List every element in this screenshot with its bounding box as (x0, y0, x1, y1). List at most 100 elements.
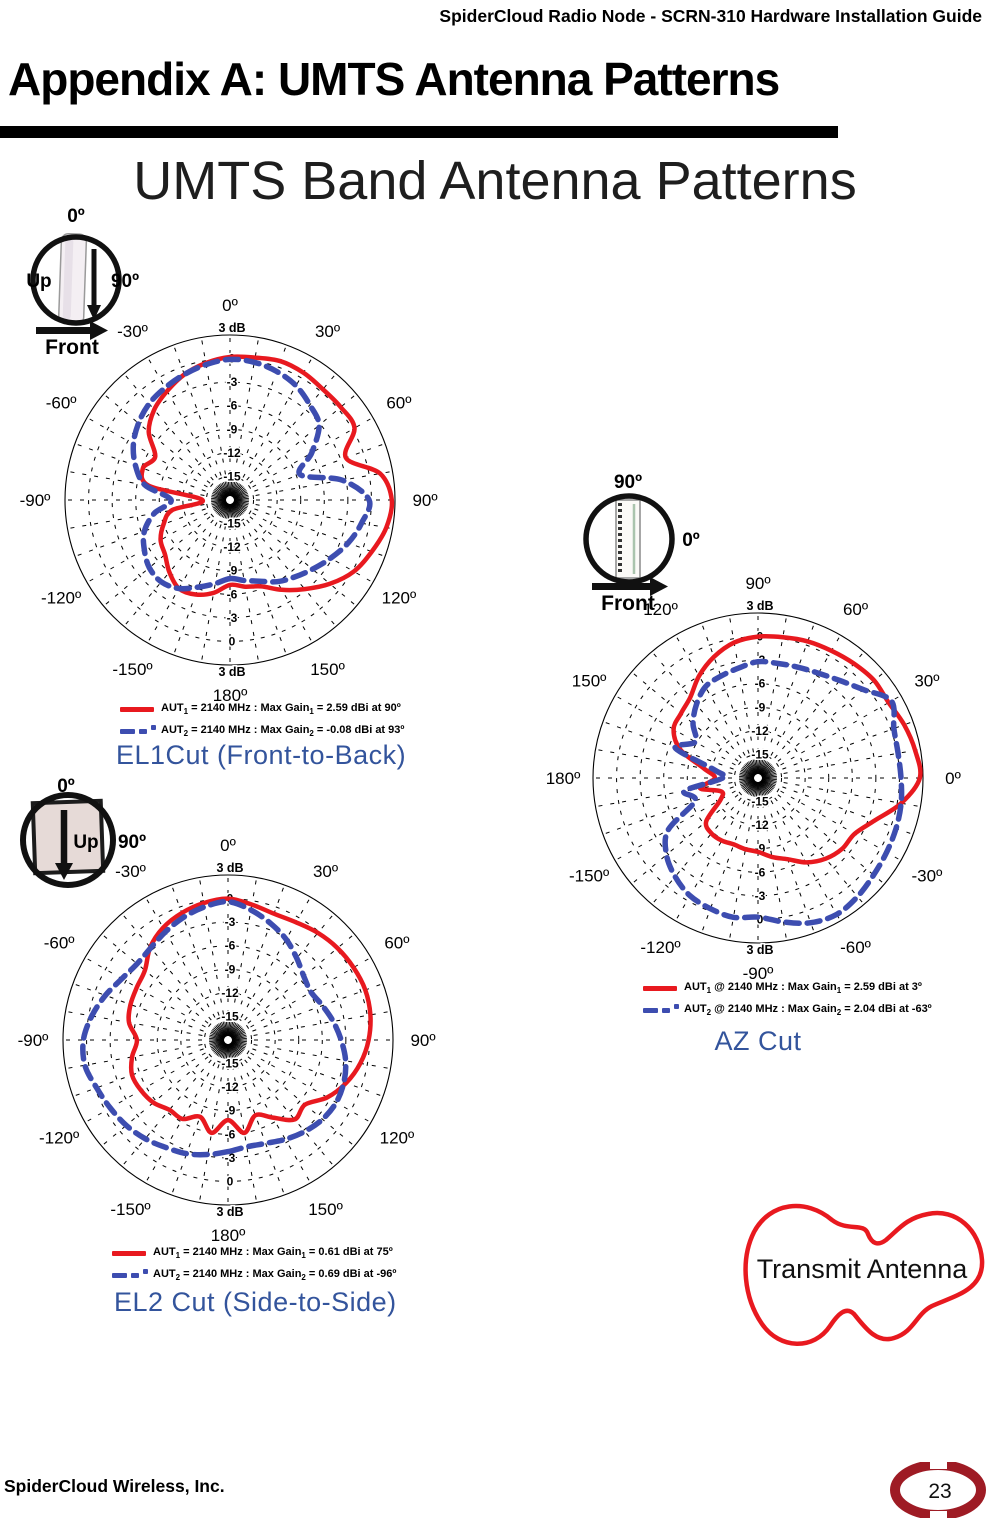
center-starburst-ray (758, 781, 764, 797)
angle-tick-label: -60º (46, 394, 77, 413)
legend-entry-text: AUT1 @ 2140 MHz : Max Gain1 = 2.59 dBi a… (684, 981, 922, 996)
center-starburst-ray (215, 487, 228, 498)
center-starburst-ray (223, 503, 230, 519)
center-starburst-ray (758, 759, 765, 775)
curve-aut2 (130, 356, 373, 592)
center-starburst-ray (231, 1036, 247, 1040)
center-starburst-ray (230, 1027, 243, 1038)
center-starburst-ray (761, 775, 777, 779)
page-number: 23 (928, 1480, 951, 1503)
center-starburst-ray (761, 768, 775, 777)
center-starburst-ray (758, 781, 762, 797)
icon1-right-angle-label: 90º (111, 271, 139, 292)
angle-tick-label: -30º (912, 867, 943, 886)
center-starburst-ray (759, 781, 770, 794)
center-starburst-ray (211, 500, 227, 504)
center-starburst-ray (751, 781, 758, 797)
title-rule (0, 126, 838, 138)
center-starburst-ray (759, 761, 768, 775)
grid-ring (133, 945, 323, 1135)
angle-tick-label: 150º (308, 1200, 343, 1219)
icon3-circle (583, 493, 675, 585)
radial-db-label: -3 (227, 375, 238, 389)
document-header: SpiderCloud Radio Node - SCRN-310 Hardwa… (439, 6, 982, 26)
center-starburst-ray (228, 1021, 235, 1037)
center-starburst-ray (233, 497, 249, 501)
center-starburst-ray (233, 500, 249, 504)
center-starburst-ray (230, 503, 236, 519)
transmit-antenna-blob (743, 1203, 985, 1346)
outer-circle (592, 612, 924, 944)
center-starburst-ray (233, 493, 249, 500)
center-starburst-ray (739, 775, 755, 779)
polar-grid (62, 874, 394, 1206)
center-starburst-ray (210, 1041, 225, 1049)
center-starburst-ray (232, 502, 243, 515)
grid-spoke (72, 983, 204, 1032)
legend-row: AUT1 = 2140 MHz : Max Gain1 = 0.61 dBi a… (112, 1244, 396, 1263)
center-starburst-ray (231, 1040, 247, 1046)
angle-tick-label: 180º (546, 769, 580, 788)
center-starburst-ray (229, 1043, 238, 1057)
center-starburst-ray (740, 779, 755, 787)
caption-az: AZ Cut (714, 1026, 802, 1056)
center-starburst-ray (231, 1031, 246, 1039)
icon2-down-arrow (55, 810, 73, 880)
grid-spoke (74, 508, 206, 557)
icon3-right-angle-label: 0º (682, 530, 700, 551)
center-starburst-ray (761, 779, 774, 790)
center-starburst-ray (761, 777, 777, 781)
center-starburst-ray (218, 1043, 227, 1057)
center-starburst-ray (229, 481, 233, 497)
angle-tick-label: -90º (18, 1031, 49, 1050)
angle-tick-label: -150º (112, 660, 152, 679)
center-starburst-ray (745, 780, 756, 793)
center-starburst-ray (761, 766, 774, 777)
center-starburst-ray (232, 486, 244, 498)
legend-entry-text: AUT2 = 2140 MHz : Max Gain2 = 0.69 dBi a… (153, 1268, 397, 1283)
center-starburst-ray (229, 1043, 240, 1056)
center-starburst-ray (233, 500, 249, 506)
center-starburst-ray (229, 1023, 238, 1037)
center-starburst-ray (739, 778, 755, 784)
grid-ring (205, 475, 255, 525)
center-starburst-ray (761, 774, 777, 778)
center-starburst-ray (232, 487, 245, 498)
center-starburst-ray (760, 765, 773, 776)
radial-db-label: 3 dB (746, 943, 773, 957)
radial-db-label: -12 (751, 818, 769, 832)
center-starburst-ray (760, 780, 772, 792)
legend-row: AUT2 = 2140 MHz : Max Gain2 = -0.08 dBi … (120, 722, 404, 741)
radial-db-label: -12 (223, 446, 241, 460)
center-starburst-ray (749, 760, 757, 775)
icon1-circle (30, 234, 122, 326)
center-starburst-ray (212, 1028, 225, 1039)
center-starburst-ray (739, 778, 755, 785)
radial-db-label: 3 dB (218, 321, 245, 335)
center-starburst-ray (233, 491, 248, 499)
grid-spoke (238, 344, 287, 476)
center-starburst-ray (752, 781, 758, 797)
angle-tick-label: 30º (315, 322, 340, 341)
center-starburst-ray (213, 1042, 226, 1053)
legend-entry-text: AUT2 @ 2140 MHz : Max Gain2 = 2.04 dBi a… (684, 1003, 932, 1018)
center-starburst-ray (214, 501, 227, 512)
center-starburst-ray (759, 762, 770, 775)
grid-ring (733, 753, 783, 803)
angle-tick-label: 30º (313, 862, 338, 881)
legend-swatch-solid-red (120, 707, 156, 712)
radial-db-label: -12 (221, 986, 239, 1000)
center-starburst-ray (216, 1043, 227, 1056)
angle-tick-label: 90º (745, 574, 770, 593)
angle-tick-label: 60º (386, 394, 411, 413)
center-starburst-ray (744, 780, 756, 792)
radial-db-label: -12 (223, 540, 241, 554)
center-starburst-ray (230, 1042, 242, 1054)
center-starburst-ray (230, 481, 237, 497)
center-starburst-ray (749, 781, 757, 796)
center-starburst-ray (231, 503, 240, 517)
center-starburst-ray (230, 503, 237, 519)
center-starburst-ray (220, 483, 229, 497)
center-starburst-ray (759, 760, 767, 775)
angle-tick-label: 150º (572, 672, 607, 691)
